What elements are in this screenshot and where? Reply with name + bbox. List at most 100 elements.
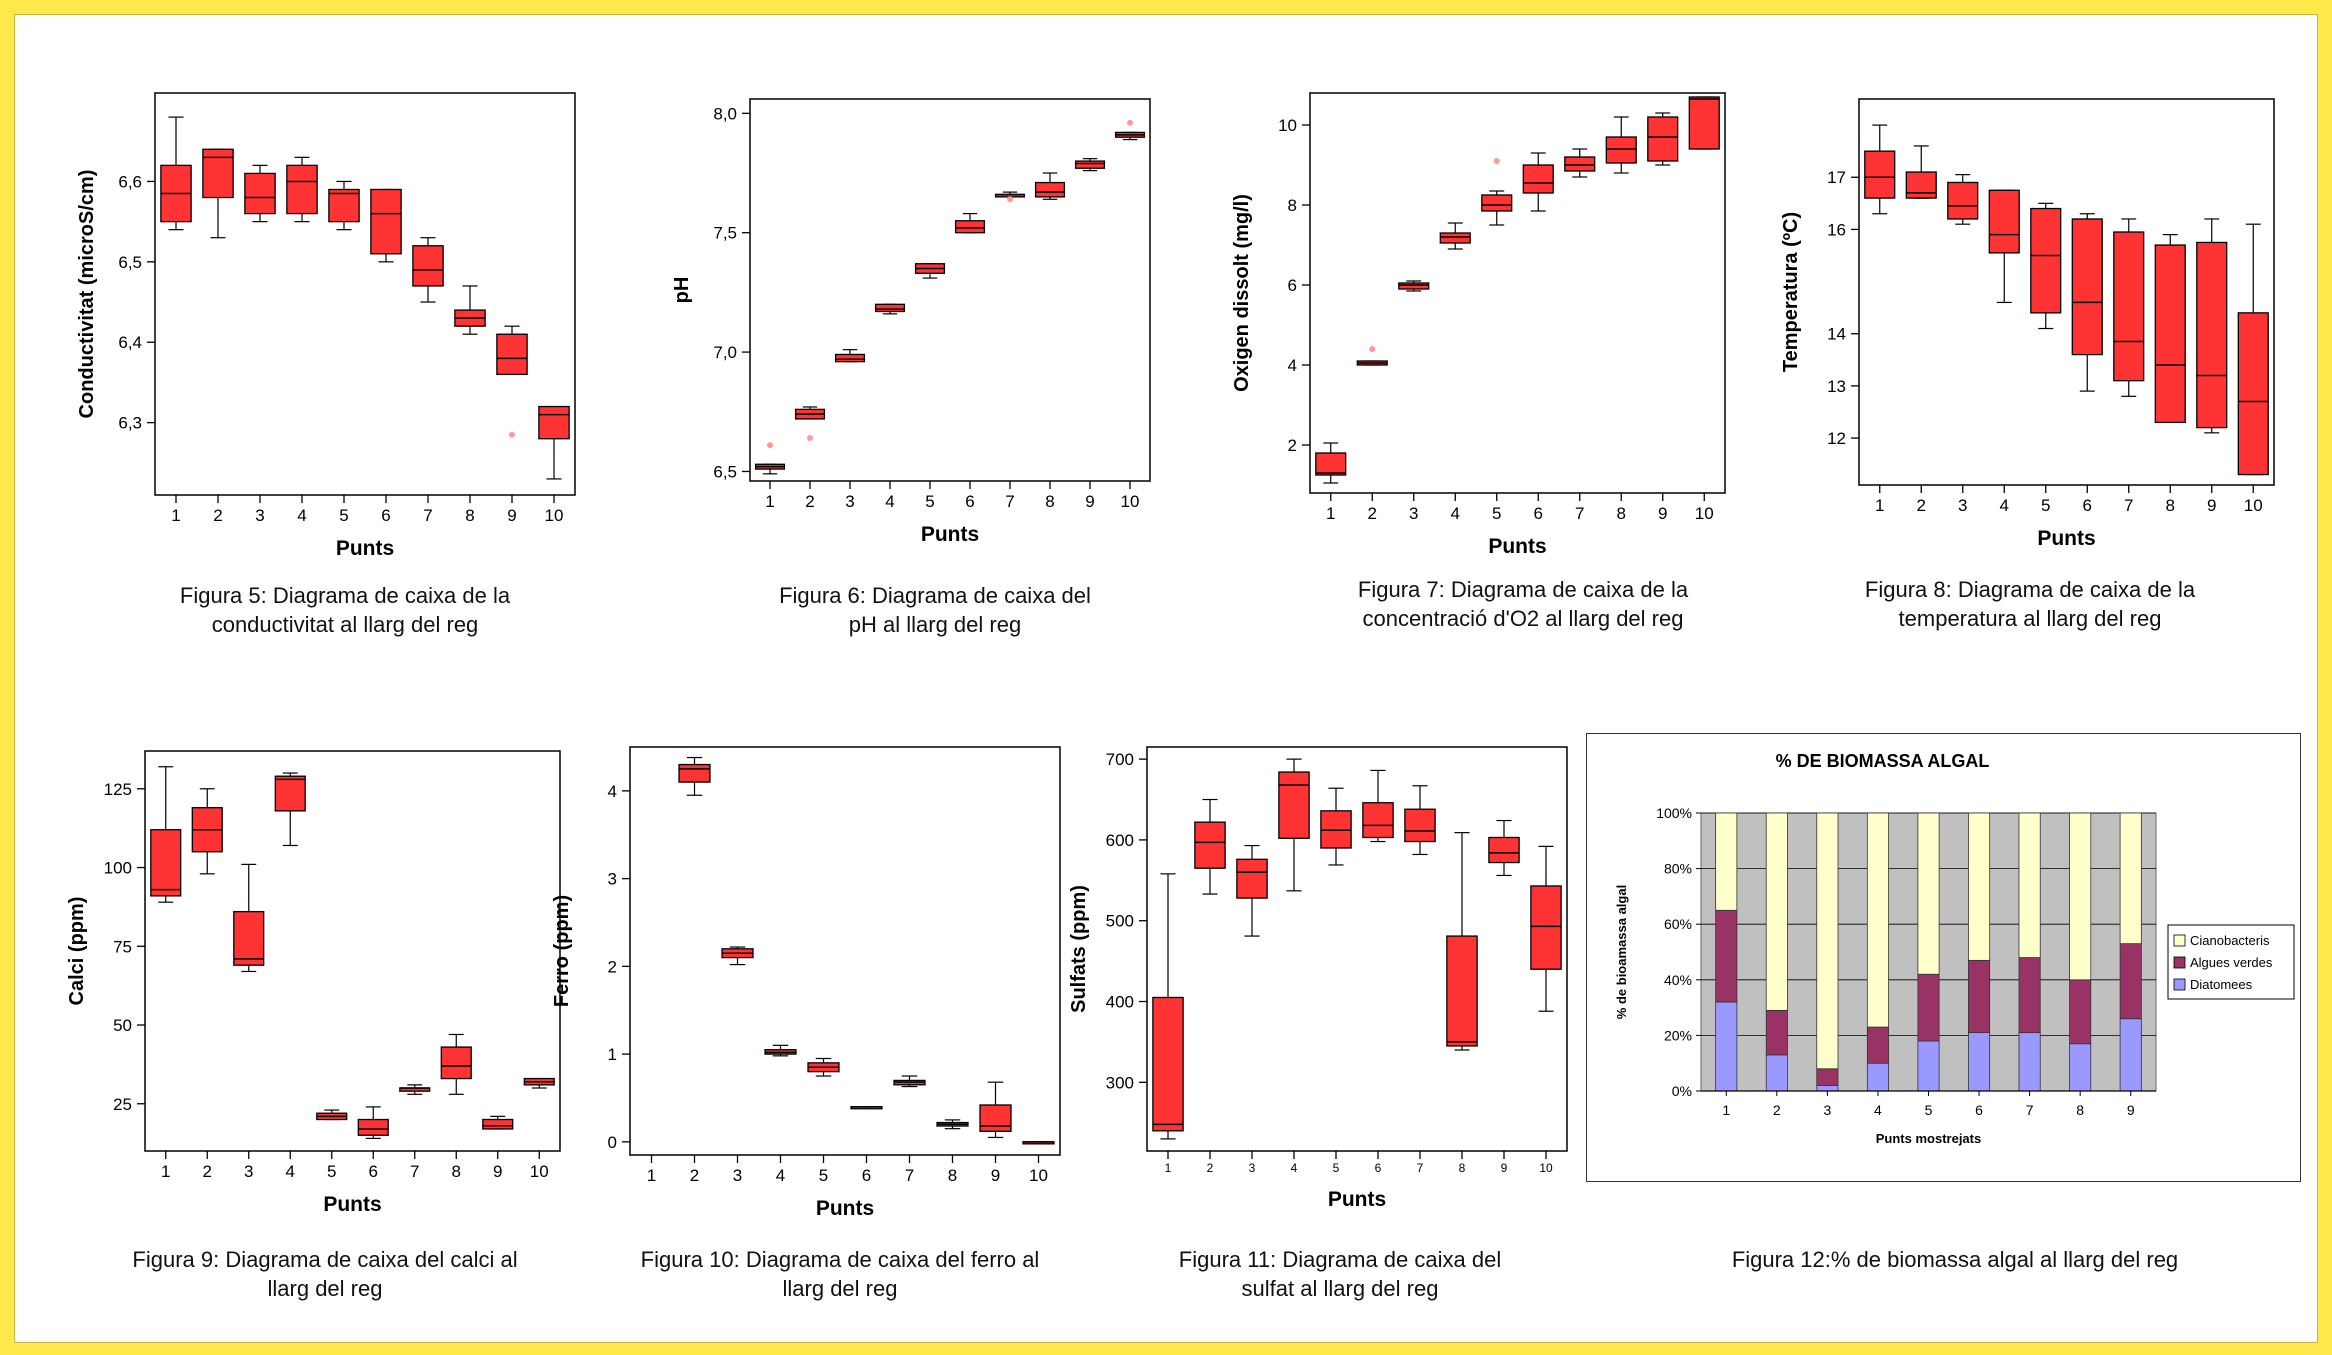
- x-tick-label: 4: [286, 1162, 295, 1181]
- x-tick-label: 3: [255, 506, 264, 525]
- box-iqr: [2237, 312, 2269, 476]
- figure-11-sulfate-chart: 300 400 500 600 700 1 2 3 4 5 6 7 8 9 10 Punts Sulfats (…: [1055, 727, 1575, 1237]
- box-6: [370, 188, 402, 263]
- box-3: [233, 863, 265, 973]
- x-tick-label: 4: [1451, 504, 1460, 523]
- box-iqr: [2113, 231, 2145, 382]
- outlier-point: [1369, 346, 1376, 352]
- biomass-segment: [2018, 812, 2041, 958]
- box-iqr: [1947, 181, 1979, 220]
- x-tick-label: 9: [1658, 504, 1667, 523]
- box-10: [523, 1077, 555, 1089]
- box-iqr: [1481, 194, 1513, 212]
- biomass-y-tick-label: 40%: [1664, 972, 1692, 988]
- y-tick-label: 4: [1288, 356, 1297, 375]
- box-3: [1398, 280, 1430, 292]
- x-tick-label: 2: [805, 492, 814, 511]
- box-2: [202, 148, 234, 239]
- biomass-segment: [2069, 979, 2092, 1045]
- box-9: [979, 1081, 1012, 1139]
- plot-frame: [629, 746, 1061, 1156]
- box-1: [1315, 442, 1347, 484]
- box-7: [399, 1084, 431, 1095]
- y-tick-label: 6,5: [713, 462, 737, 481]
- x-axis-label: Punts: [1328, 1188, 1386, 1211]
- biomass-segment: [2119, 812, 2142, 945]
- y-tick-label: 7,5: [713, 224, 737, 243]
- x-axis-label: Punts: [323, 1193, 381, 1216]
- box-2: [678, 756, 711, 796]
- y-tick-label: 600: [1106, 831, 1134, 850]
- box-iqr: [1236, 858, 1268, 899]
- x-tick-label: 9: [493, 1162, 502, 1181]
- x-tick-label: 2: [1917, 496, 1926, 515]
- figure-7-oxygen-chart: 2 4 6 8 10 1 2 3 4 5 6 7 8 9 10 Punts Oxigen dissolt (mg…: [1200, 65, 1740, 585]
- x-axis-label: Punts: [921, 523, 979, 546]
- box-10: [2237, 223, 2269, 476]
- figure-12-biomass-chart: % DE BIOMASSA ALGAL 0% 20% 40% 60% 80% 100% 1 2 3…: [1586, 733, 2299, 1180]
- box-iqr: [2071, 218, 2103, 356]
- box-plot-svg: 6,3 6,4 6,5 6,6 1 2 3 4 5 6 7 8 9 10 Punts Conductivita…: [76, 92, 576, 560]
- box-4: [1988, 189, 2020, 304]
- biomass-title: % DE BIOMASSA ALGAL: [1776, 751, 1990, 771]
- box-iqr: [357, 1118, 389, 1136]
- box-iqr: [244, 172, 276, 215]
- box-iqr: [2196, 241, 2228, 429]
- box-8: [440, 1033, 472, 1095]
- biomass-segment: [1816, 812, 1839, 1070]
- box-4: [274, 772, 306, 847]
- x-tick-label: 5: [327, 1162, 336, 1181]
- x-tick-label: 8: [948, 1166, 957, 1185]
- caption-figure-10: Figura 10: Diagrama de caixa del ferro a…: [640, 1247, 1040, 1301]
- biomass-segment: [1765, 812, 1788, 1011]
- x-tick-label: 8: [1617, 504, 1626, 523]
- legend-swatch: [2173, 934, 2186, 947]
- outlier-point: [1493, 158, 1500, 164]
- biomass-bar-1: [1715, 812, 1738, 1092]
- legend-swatch: [2173, 956, 2186, 969]
- x-tick-label: 10: [2244, 496, 2263, 515]
- biomass-svg: % DE BIOMASSA ALGAL 0% 20% 40% 60% 80% 100% 1 2 3…: [1614, 751, 2295, 1146]
- y-tick-label: 125: [104, 780, 132, 799]
- y-axis-label: Sulfats (ppm): [1068, 885, 1090, 1013]
- box-6: [2071, 213, 2103, 392]
- caption-figure-5: Figura 5: Diagrama de caixa de la conduc…: [179, 583, 511, 637]
- biomass-bar-6: [1968, 812, 1991, 1092]
- box-iqr: [874, 303, 906, 313]
- box-4: [1278, 758, 1310, 892]
- legend-label: Cianobacteris: [2190, 933, 2270, 948]
- y-tick-label: 3: [608, 870, 617, 889]
- box-5: [2030, 202, 2062, 330]
- box-1: [754, 463, 786, 475]
- box-iqr: [1398, 282, 1430, 290]
- biomass-x-tick-label: 4: [1874, 1102, 1882, 1118]
- x-tick-label: 10: [1695, 504, 1714, 523]
- y-tick-label: 6,6: [118, 172, 142, 191]
- x-tick-label: 3: [733, 1166, 742, 1185]
- box-1: [1152, 873, 1184, 1140]
- x-tick-label: 2: [203, 1162, 212, 1181]
- box-iqr: [412, 245, 444, 287]
- x-tick-label: 4: [2000, 496, 2009, 515]
- biomass-y-axis-label: % de bioamassa algal: [1614, 885, 1629, 1019]
- x-tick-label: 4: [1291, 1161, 1298, 1175]
- biomass-segment: [2119, 1018, 2142, 1092]
- box-8: [936, 1119, 969, 1130]
- box-3: [244, 164, 276, 223]
- box-7: [1564, 148, 1596, 178]
- x-tick-label: 2: [1368, 504, 1377, 523]
- box-2: [191, 788, 223, 875]
- caption-figure-6: Figura 6: Diagrama de caixa del pH al ll…: [779, 583, 1091, 637]
- biomass-segment: [1968, 812, 1991, 961]
- box-iqr: [233, 910, 265, 966]
- box-iqr: [150, 829, 182, 897]
- biomass-bar-2: [1765, 812, 1788, 1092]
- plot-frame: [144, 750, 561, 1152]
- box-iqr: [1074, 160, 1106, 169]
- box-iqr: [1446, 935, 1478, 1047]
- box-2: [1194, 798, 1226, 895]
- box-iqr: [1404, 808, 1436, 843]
- x-tick-label: 6: [369, 1162, 378, 1181]
- box-4: [764, 1044, 797, 1057]
